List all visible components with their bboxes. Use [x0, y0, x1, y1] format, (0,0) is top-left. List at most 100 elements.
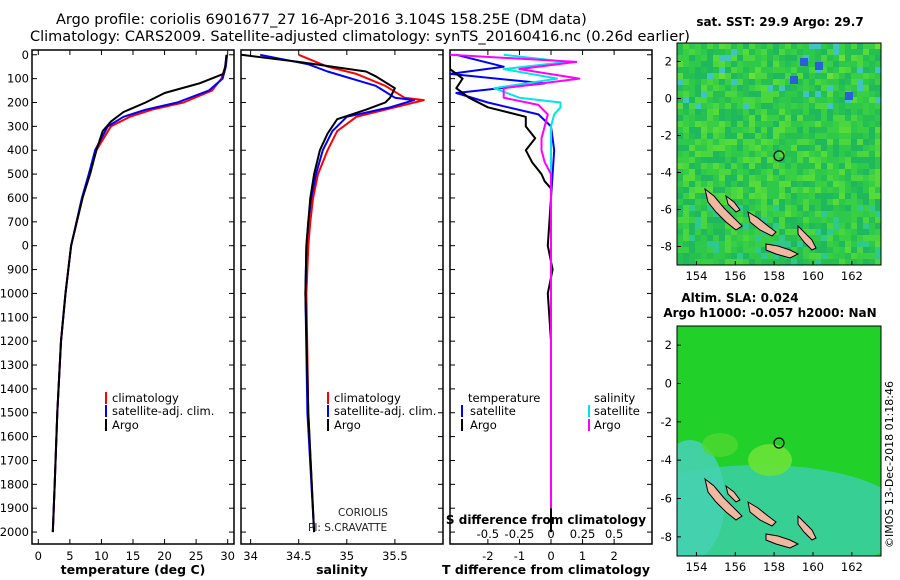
sst-cell: [815, 259, 821, 265]
sst-cell: [863, 55, 869, 61]
sst-cell: [845, 199, 851, 205]
sla-map-title-2: Argo h1000: -0.057 h2000: NaN: [663, 306, 876, 320]
sst-cell: [773, 199, 779, 205]
sst-cell: [857, 181, 863, 187]
sst-cell: [815, 43, 821, 49]
sst-cell: [869, 175, 875, 181]
sst-cell: [677, 121, 683, 127]
sst-cell: [797, 199, 803, 205]
sst-cell: [863, 133, 869, 139]
sst-cell: [839, 73, 845, 79]
sst-cell: [833, 229, 839, 235]
sst-cell: [767, 181, 773, 187]
sst-cell: [827, 205, 833, 211]
sst-cell: [785, 43, 791, 49]
sst-cell: [677, 259, 683, 265]
sst-cell: [689, 139, 695, 145]
sst-cell: [851, 181, 857, 187]
sst-cell: [731, 211, 737, 217]
legend-title-salinity: salinity: [594, 391, 635, 405]
depth-tick-label: 1600: [0, 430, 29, 444]
sst-cell: [869, 43, 875, 49]
sst-cell: [737, 145, 743, 151]
sst-cell: [803, 67, 809, 73]
sst-cell: [713, 109, 719, 115]
sst-cell: [869, 163, 875, 169]
sst-cell: [761, 235, 767, 241]
sst-cell: [713, 103, 719, 109]
sst-cell: [719, 43, 725, 49]
sst-cell: [773, 253, 779, 259]
sst-cell: [713, 247, 719, 253]
sst-cell: [851, 121, 857, 127]
sst-cell: [689, 115, 695, 121]
sst-cell: [803, 85, 809, 91]
sst-cell: [797, 139, 803, 145]
sst-cell: [713, 211, 719, 217]
sst-cell: [707, 61, 713, 67]
sst-cell: [863, 151, 869, 157]
sst-cell: [839, 91, 845, 97]
sst-cell: [725, 73, 731, 79]
sst-cell: [695, 241, 701, 247]
sst-cell: [833, 85, 839, 91]
sst-cell: [755, 67, 761, 73]
sst-cell: [791, 235, 797, 241]
sst-cell: [797, 49, 803, 55]
sst-cell: [731, 127, 737, 133]
sst-cell: [683, 61, 689, 67]
sst-cell: [683, 259, 689, 265]
sst-cell: [851, 145, 857, 151]
sst-cell: [791, 115, 797, 121]
sst-cell: [863, 199, 869, 205]
sst-cell: [791, 133, 797, 139]
sst-cell: [791, 175, 797, 181]
sst-cell: [845, 133, 851, 139]
sst-cell: [701, 175, 707, 181]
sst-cell: [809, 61, 815, 67]
sst-cell: [731, 109, 737, 115]
sst-cell: [689, 193, 695, 199]
sst-cell: [833, 187, 839, 193]
temperature-lines: [51, 54, 229, 533]
sst-cell: [845, 259, 851, 265]
sst-cell: [821, 253, 827, 259]
sst-cell: [797, 73, 803, 79]
sst-cell: [797, 79, 803, 85]
legend-label-t-satellite: satellite: [470, 404, 516, 418]
sst-cell: [785, 103, 791, 109]
sst-cell: [863, 139, 869, 145]
sst-cell: [773, 241, 779, 247]
sst-cell: [767, 97, 773, 103]
sst-cell: [707, 67, 713, 73]
sst-cell: [743, 211, 749, 217]
land-choiseul: [725, 484, 741, 503]
sst-cell: [689, 217, 695, 223]
sst-cell: [773, 85, 779, 91]
sst-cell: [677, 97, 683, 103]
sst-cell: [803, 175, 809, 181]
sst-cell: [773, 193, 779, 199]
sst-cell: [695, 145, 701, 151]
sst-cell: [689, 49, 695, 55]
sst-cell: [743, 67, 749, 73]
sst-cell: [785, 175, 791, 181]
sst-cell: [701, 241, 707, 247]
sst-cell: [857, 139, 863, 145]
sst-cell: [749, 169, 755, 175]
sst-cell: [803, 49, 809, 55]
sst-cell: [683, 253, 689, 259]
sst-cell: [701, 199, 707, 205]
sst-cell: [875, 115, 881, 121]
sst-cell: [767, 139, 773, 145]
sst-cell: [791, 67, 797, 73]
sst-cell: [839, 157, 845, 163]
sst-cell: [689, 109, 695, 115]
sst-cell: [779, 169, 785, 175]
sst-cell: [677, 127, 683, 133]
sst-cell: [743, 223, 749, 229]
sst-cell: [689, 205, 695, 211]
sst-cell: [875, 145, 881, 151]
lon-tick-label: 156: [724, 560, 746, 574]
sst-cell: [809, 157, 815, 163]
